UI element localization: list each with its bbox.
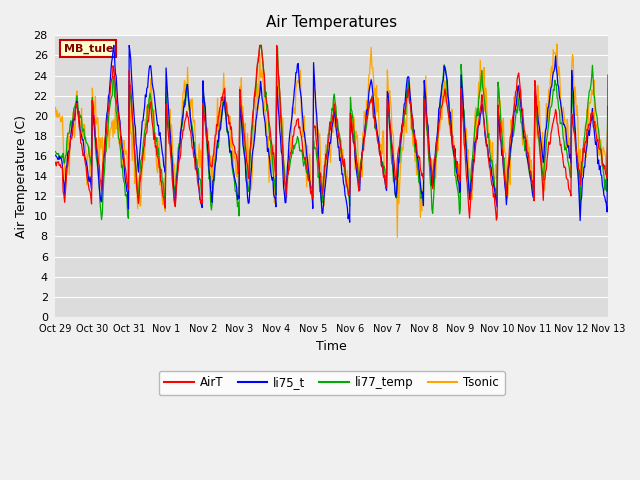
AirT (399, 115, 407, 120)
AirT (493, 217, 500, 223)
Tsonic (394, 234, 401, 240)
AirT (175, 164, 182, 169)
Tsonic (399, 141, 407, 146)
X-axis label: Time: Time (316, 340, 347, 353)
li75_t (417, 181, 424, 187)
AirT (204, 140, 211, 146)
li77_temp (61, 153, 69, 158)
Tsonic (52, 105, 60, 110)
li75_t (401, 101, 408, 107)
Text: MB_tule: MB_tule (64, 44, 113, 54)
li77_temp (119, 173, 127, 179)
Tsonic (204, 125, 211, 131)
AirT (604, 105, 612, 111)
li77_temp (52, 149, 60, 155)
li75_t (604, 104, 612, 110)
li75_t (346, 219, 353, 225)
li77_temp (98, 216, 106, 222)
AirT (256, 43, 264, 48)
Line: li77_temp: li77_temp (56, 46, 608, 219)
li77_temp (256, 43, 264, 48)
Title: Air Temperatures: Air Temperatures (266, 15, 397, 30)
li75_t (205, 151, 212, 157)
Line: li75_t: li75_t (56, 46, 608, 222)
li77_temp (417, 184, 424, 190)
Line: AirT: AirT (56, 46, 608, 220)
Legend: AirT, li75_t, li77_temp, Tsonic: AirT, li75_t, li77_temp, Tsonic (159, 371, 505, 396)
li77_temp (604, 72, 612, 78)
li77_temp (401, 113, 408, 119)
AirT (118, 146, 126, 152)
Tsonic (118, 166, 126, 172)
AirT (52, 159, 60, 165)
Y-axis label: Air Temperature (C): Air Temperature (C) (15, 115, 28, 238)
li75_t (110, 43, 118, 48)
li77_temp (205, 161, 212, 167)
Tsonic (175, 148, 182, 154)
Tsonic (553, 41, 561, 47)
li75_t (119, 156, 127, 161)
AirT (416, 154, 424, 160)
li75_t (175, 145, 183, 151)
Tsonic (604, 97, 612, 103)
AirT (61, 189, 69, 194)
li75_t (52, 152, 60, 158)
li75_t (61, 178, 69, 183)
Tsonic (416, 191, 424, 196)
Line: Tsonic: Tsonic (56, 44, 608, 237)
Tsonic (61, 186, 69, 192)
li77_temp (175, 141, 183, 146)
